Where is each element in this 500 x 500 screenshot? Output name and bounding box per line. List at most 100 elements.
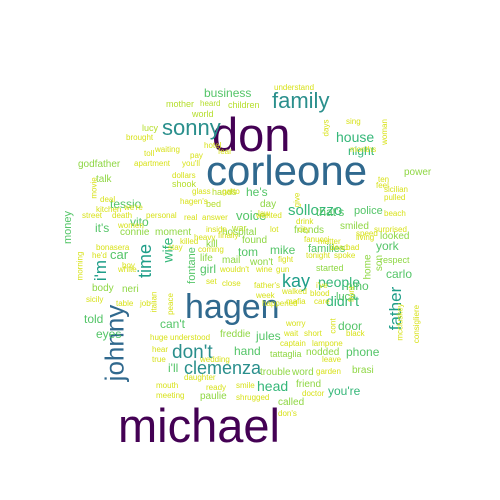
word-lucy: lucy xyxy=(142,123,159,133)
word-hotel: hotel xyxy=(204,141,222,150)
word-freddie: freddie xyxy=(220,329,251,340)
word-fathers: father's xyxy=(254,281,280,290)
word-brasi: brasi xyxy=(352,365,374,376)
word-heard: heard xyxy=(200,99,221,108)
word-death: death xyxy=(112,211,133,220)
word-spoke: spoke xyxy=(334,251,356,260)
word-mafia: mafia xyxy=(286,297,306,306)
word-ive: i've xyxy=(316,281,328,290)
word-voice: voice xyxy=(236,208,267,223)
word-hospital: hospital xyxy=(222,227,257,238)
word-meeting: meeting xyxy=(156,391,185,400)
word-shrugged: shrugged xyxy=(236,393,270,402)
word-wont: won't xyxy=(250,257,274,268)
word-killed: killed xyxy=(180,237,199,246)
word-youre: you're xyxy=(328,384,361,398)
word-gatto: gatto xyxy=(222,187,240,196)
word-drink: drink xyxy=(296,217,314,226)
word-business: business xyxy=(204,86,252,100)
word-word: word xyxy=(292,367,314,378)
word-started: started xyxy=(316,263,344,273)
word-paulie: paulie xyxy=(200,391,227,402)
word-respect: respect xyxy=(380,255,410,265)
word-hagen: hagen xyxy=(185,288,280,326)
word-money: money xyxy=(62,210,75,245)
word-nodded: nodded xyxy=(306,347,340,358)
word-girl: girl xyxy=(200,262,217,276)
word-didnt: didn't xyxy=(326,293,360,309)
word-understood: understood xyxy=(170,333,211,342)
word-kill: kill xyxy=(206,239,218,250)
word-walked: walked xyxy=(282,287,307,296)
word-michael: michael xyxy=(118,399,280,452)
word-matter: matter xyxy=(318,237,341,246)
word-care: care xyxy=(314,297,330,306)
word-worry: worry xyxy=(286,319,306,328)
word-hear: hear xyxy=(152,345,169,354)
word-trouble: trouble xyxy=(260,367,291,378)
word-looked: looked xyxy=(380,231,410,242)
word-children: children xyxy=(228,100,260,110)
word-ill: i'll xyxy=(168,361,179,375)
word-time: time xyxy=(135,243,156,279)
word-dollars: dollars xyxy=(172,171,196,180)
word-moment: moment xyxy=(155,227,192,238)
word-mouth: mouth xyxy=(156,381,179,390)
word-garden: garden xyxy=(316,367,341,376)
word-hes: he's xyxy=(246,185,268,199)
word-front: front xyxy=(347,285,357,303)
word-doctor: doctor xyxy=(302,389,325,398)
word-youll: you'll xyxy=(182,159,200,168)
word-friends: friends xyxy=(294,225,325,236)
word-days: days xyxy=(321,119,331,137)
word-wait: wait xyxy=(284,329,299,338)
word-city: city xyxy=(298,225,310,234)
word-deal: deal xyxy=(100,195,116,204)
word-nino: nino xyxy=(346,279,369,293)
word-jules: jules xyxy=(256,329,281,343)
word-tattaglia: tattaglia xyxy=(270,349,302,359)
word-pay: pay xyxy=(190,151,203,160)
word-captain: captain xyxy=(280,339,306,348)
word-short: short xyxy=(304,329,322,338)
word-boy: boy xyxy=(122,261,135,270)
word-cant: can't xyxy=(160,317,185,331)
word-consigliere: consigliere xyxy=(412,304,422,344)
word-fanucci: fanucci xyxy=(304,235,330,244)
word-happened: happened xyxy=(262,299,298,308)
word-found: found xyxy=(242,235,268,246)
word-people: people xyxy=(318,274,361,290)
word-smiled: smiled xyxy=(340,221,369,232)
word-godfather: godfather xyxy=(78,159,121,170)
word-apartment: apartment xyxy=(134,159,171,168)
word-surprised: surprised xyxy=(374,225,407,234)
word-bed: bed xyxy=(206,199,222,209)
word-house: house xyxy=(336,129,375,145)
word-talk: talk xyxy=(96,174,112,185)
word-pulled: pulled xyxy=(384,193,406,202)
word-kay: kay xyxy=(282,271,311,291)
word-body: body xyxy=(92,283,114,294)
word-home: home xyxy=(362,254,374,280)
word-mother: mother xyxy=(166,99,195,109)
word-ready: ready xyxy=(206,383,227,392)
word-women: women xyxy=(118,221,144,230)
word-leave: leave xyxy=(322,355,342,364)
word-war: war xyxy=(232,223,247,233)
word-white: white xyxy=(118,265,137,274)
word-family: family xyxy=(272,88,330,113)
word-job: job xyxy=(140,299,151,308)
word-tonight: tonight xyxy=(306,251,331,260)
word-coming: coming xyxy=(198,245,224,254)
word-bad: bad xyxy=(346,243,360,252)
word-world: world xyxy=(192,109,214,119)
word-wedding: wedding xyxy=(200,355,230,364)
word-stay: stay xyxy=(168,243,183,252)
word-vito: vito xyxy=(130,215,149,229)
word-week: week xyxy=(256,291,275,300)
word-wanted: wanted xyxy=(256,211,282,220)
word-movie: movie xyxy=(89,177,99,199)
word-neri: neri xyxy=(122,284,139,295)
word-true: true xyxy=(152,355,166,364)
